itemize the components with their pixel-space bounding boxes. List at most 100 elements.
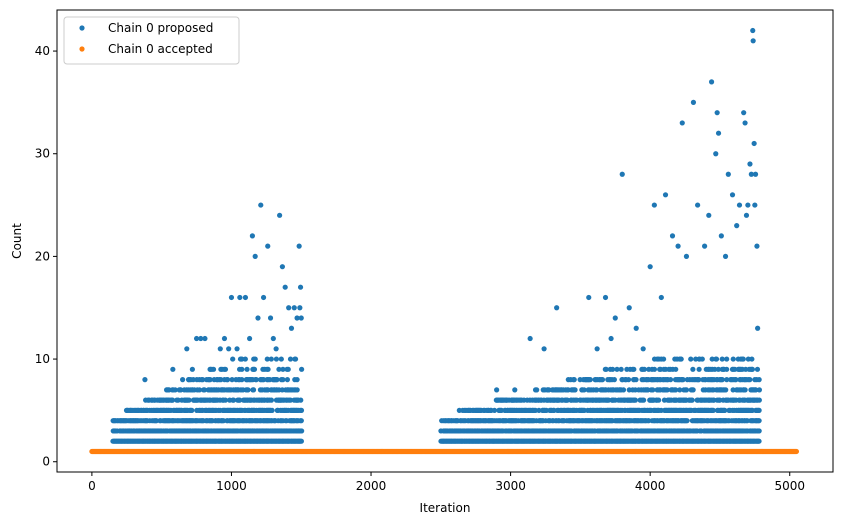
proposed-point [142, 377, 148, 383]
proposed-point [749, 366, 756, 372]
proposed-point [242, 294, 249, 301]
proposed-point [612, 315, 618, 321]
proposed-point [222, 366, 229, 372]
proposed-point [750, 27, 756, 34]
proposed-point [239, 377, 245, 383]
proposed-point [753, 387, 759, 393]
proposed-point [723, 387, 729, 393]
proposed-point [264, 356, 270, 362]
x-tick-label: 5000 [774, 479, 805, 493]
proposed-point [631, 366, 637, 372]
proposed-point [610, 366, 616, 372]
proposed-point [186, 397, 192, 403]
proposed-point [641, 397, 647, 403]
proposed-point [491, 407, 498, 413]
proposed-point [690, 99, 697, 105]
proposed-point [755, 325, 761, 331]
y-tick-label: 10 [35, 352, 50, 366]
proposed-point [699, 356, 705, 362]
legend-marker-accepted [79, 46, 85, 52]
proposed-point [709, 356, 715, 362]
proposed-point [231, 397, 237, 403]
proposed-point [710, 407, 716, 413]
proposed-point [178, 387, 184, 393]
proposed-point [586, 294, 592, 301]
proposed-point [756, 428, 762, 434]
proposed-point [678, 356, 684, 362]
x-axis-label: Iteration [420, 501, 471, 515]
proposed-point [222, 397, 229, 403]
proposed-point [512, 387, 518, 393]
proposed-point [619, 171, 625, 177]
proposed-point [286, 305, 292, 311]
proposed-point [184, 346, 190, 352]
proposed-point [752, 202, 758, 208]
proposed-point [170, 366, 176, 372]
proposed-point [650, 387, 656, 393]
proposed-point [265, 366, 271, 372]
proposed-point [748, 171, 754, 177]
proposed-point [696, 377, 702, 383]
proposed-point [633, 377, 639, 383]
proposed-point [180, 377, 186, 383]
proposed-point [229, 377, 235, 383]
proposed-point [298, 397, 304, 403]
proposed-point [614, 366, 620, 372]
proposed-point [296, 243, 302, 249]
proposed-point [277, 212, 283, 218]
proposed-point [756, 418, 762, 424]
proposed-point [284, 377, 291, 383]
proposed-point [702, 243, 708, 249]
proposed-point [299, 428, 305, 434]
proposed-point [252, 253, 258, 259]
proposed-point [747, 161, 753, 167]
proposed-point [278, 356, 284, 362]
proposed-point [651, 202, 657, 208]
proposed-point [749, 356, 755, 362]
proposed-point [279, 264, 285, 270]
proposed-point [172, 387, 178, 393]
proposed-point [754, 366, 761, 372]
proposed-point [287, 397, 294, 403]
proposed-point [680, 377, 686, 383]
proposed-point [200, 377, 206, 383]
proposed-point [722, 407, 728, 413]
proposed-point [640, 346, 646, 352]
proposed-point [594, 387, 600, 393]
proposed-point [724, 356, 730, 362]
y-tick-label: 40 [35, 44, 50, 58]
proposed-point [743, 212, 750, 218]
proposed-point [662, 192, 669, 198]
proposed-point [250, 387, 257, 393]
proposed-point [274, 377, 280, 383]
proposed-point [673, 366, 679, 372]
proposed-point [536, 407, 542, 413]
proposed-point [715, 366, 722, 372]
proposed-point [251, 366, 258, 372]
proposed-point [625, 377, 632, 383]
proposed-point [690, 366, 696, 372]
proposed-point [752, 171, 759, 177]
proposed-point [751, 140, 757, 147]
proposed-point [684, 418, 690, 424]
proposed-point [527, 335, 533, 342]
proposed-point [287, 356, 294, 362]
proposed-point [260, 294, 267, 301]
legend-label-accepted: Chain 0 accepted [108, 42, 213, 56]
x-tick-label: 4000 [635, 479, 666, 493]
proposed-point [594, 346, 600, 352]
proposed-point [734, 223, 740, 229]
proposed-point [494, 387, 500, 393]
proposed-point [696, 366, 702, 372]
proposed-point [745, 202, 751, 208]
proposed-point [189, 407, 195, 413]
proposed-point [534, 387, 540, 393]
proposed-point [292, 356, 299, 362]
proposed-point [689, 397, 695, 403]
proposed-point [603, 366, 609, 372]
proposed-point [280, 366, 286, 372]
proposed-point [541, 346, 547, 352]
proposed-point [294, 387, 300, 393]
proposed-point [708, 79, 715, 85]
proposed-point [660, 356, 667, 362]
